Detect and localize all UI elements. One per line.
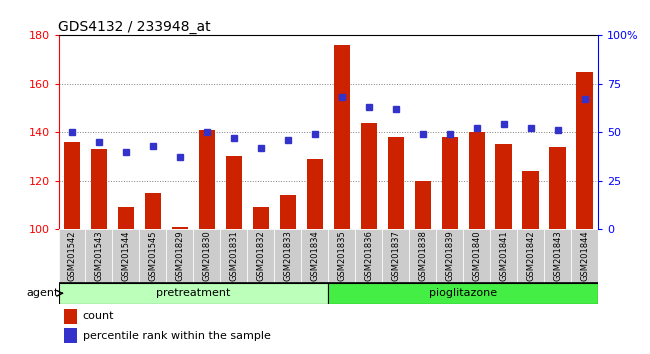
Bar <box>441 137 458 229</box>
Bar <box>495 144 512 229</box>
Bar <box>247 229 274 283</box>
Bar <box>302 229 328 283</box>
Text: GSM201833: GSM201833 <box>283 230 292 281</box>
Text: GSM201841: GSM201841 <box>499 230 508 281</box>
Bar <box>307 159 323 229</box>
Bar <box>544 229 571 283</box>
Text: GSM201837: GSM201837 <box>391 230 400 281</box>
Text: pretreatment: pretreatment <box>156 288 231 298</box>
Bar <box>549 147 566 229</box>
Bar <box>361 122 377 229</box>
Bar <box>571 229 598 283</box>
Bar <box>415 181 431 229</box>
Text: GSM201834: GSM201834 <box>310 230 319 281</box>
Bar <box>517 229 544 283</box>
Bar <box>220 229 247 283</box>
Bar <box>523 171 539 229</box>
Bar <box>387 137 404 229</box>
Bar <box>58 229 85 283</box>
Bar <box>463 229 490 283</box>
Bar <box>328 283 598 304</box>
Bar <box>436 229 463 283</box>
Bar <box>85 229 112 283</box>
Bar <box>194 229 220 283</box>
Bar <box>64 142 80 229</box>
Text: GSM201543: GSM201543 <box>94 230 103 281</box>
Bar <box>469 132 485 229</box>
Text: count: count <box>83 311 114 321</box>
Text: GSM201839: GSM201839 <box>445 230 454 281</box>
Text: GSM201542: GSM201542 <box>68 231 77 281</box>
Bar <box>172 227 188 229</box>
Bar <box>355 229 382 283</box>
Text: percentile rank within the sample: percentile rank within the sample <box>83 331 270 341</box>
Text: GSM201545: GSM201545 <box>148 231 157 281</box>
Text: GDS4132 / 233948_at: GDS4132 / 233948_at <box>58 21 211 34</box>
Bar <box>490 229 517 283</box>
Bar <box>145 193 161 229</box>
Bar <box>112 229 140 283</box>
Bar <box>577 72 593 229</box>
Text: GSM201844: GSM201844 <box>580 230 589 281</box>
Bar <box>166 229 194 283</box>
Bar <box>226 156 242 229</box>
Text: GSM201830: GSM201830 <box>202 230 211 281</box>
Text: GSM201838: GSM201838 <box>418 230 427 281</box>
Bar <box>199 130 215 229</box>
Bar <box>410 229 436 283</box>
Bar <box>274 229 302 283</box>
Text: GSM201836: GSM201836 <box>364 230 373 281</box>
Bar <box>140 229 166 283</box>
Text: GSM201832: GSM201832 <box>256 230 265 281</box>
Bar <box>58 283 328 304</box>
Bar <box>64 328 77 343</box>
Bar <box>328 229 355 283</box>
Text: GSM201544: GSM201544 <box>122 231 131 281</box>
Text: agent: agent <box>26 288 58 298</box>
Text: GSM201835: GSM201835 <box>337 230 346 281</box>
Bar <box>64 309 77 324</box>
Bar <box>333 45 350 229</box>
Text: GSM201831: GSM201831 <box>229 230 239 281</box>
Text: GSM201843: GSM201843 <box>553 230 562 281</box>
Text: GSM201829: GSM201829 <box>176 230 185 281</box>
Bar <box>118 207 134 229</box>
Text: pioglitazone: pioglitazone <box>429 288 497 298</box>
Bar <box>253 207 269 229</box>
Bar <box>91 149 107 229</box>
Text: GSM201840: GSM201840 <box>472 230 481 281</box>
Bar <box>280 195 296 229</box>
Text: GSM201842: GSM201842 <box>526 230 535 281</box>
Bar <box>382 229 410 283</box>
